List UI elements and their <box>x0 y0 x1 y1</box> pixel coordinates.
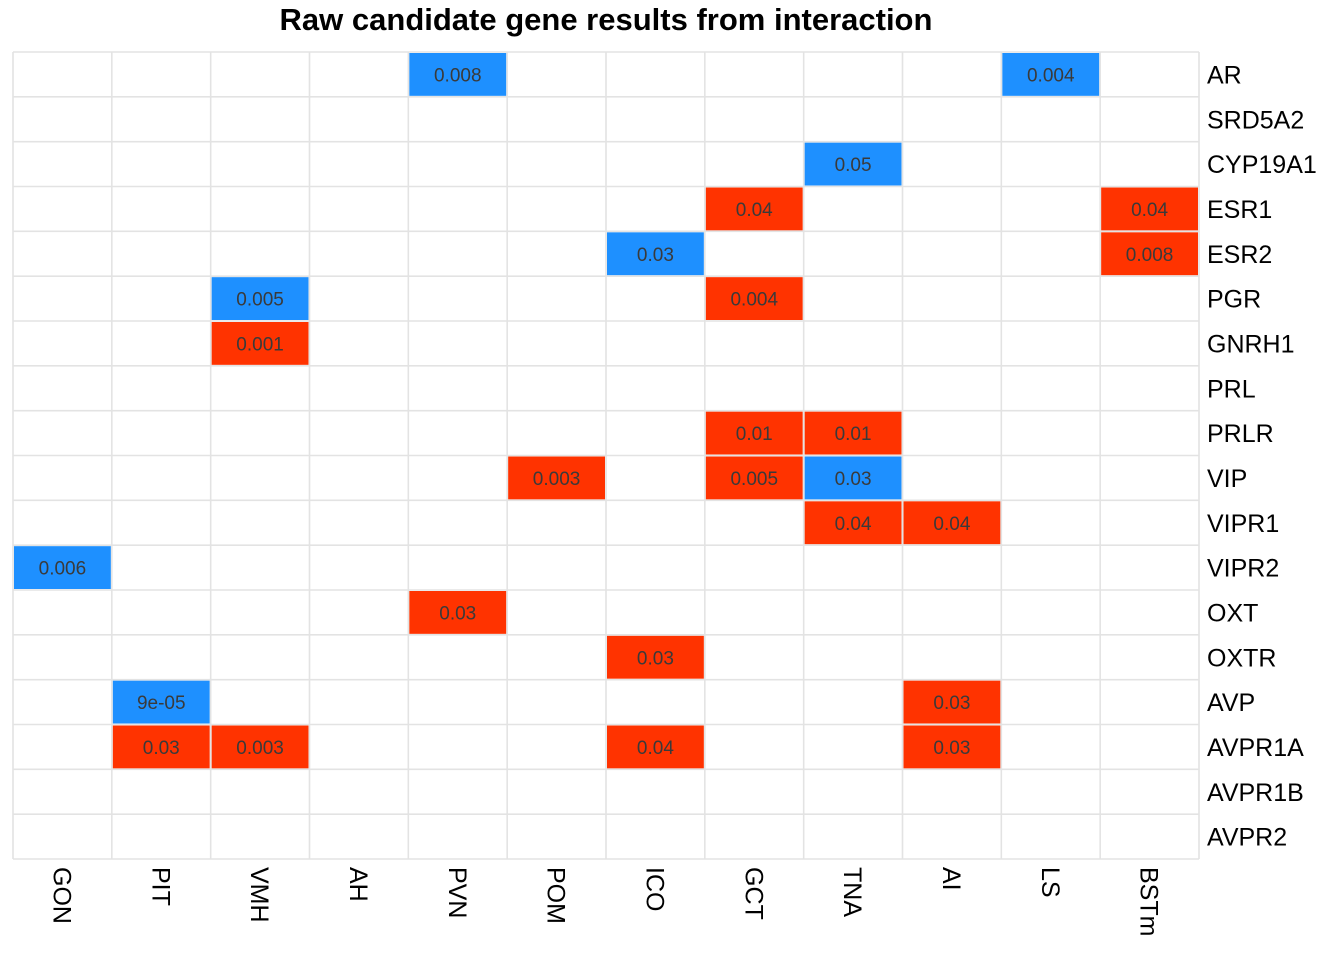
column-tick-label: AH <box>344 867 372 902</box>
cell-value-label: 0.03 <box>637 648 674 669</box>
cell-value-label: 9e-05 <box>137 693 186 714</box>
column-tick-label: VMH <box>245 867 273 923</box>
cell-value-label: 0.008 <box>1126 245 1174 266</box>
row-tick-label: PGR <box>1207 286 1261 314</box>
cell-value-label: 0.04 <box>637 738 674 759</box>
row-tick-label: GNRH1 <box>1207 330 1295 358</box>
row-tick-label: AVP <box>1207 689 1255 717</box>
row-tick-label: AVPR2 <box>1207 824 1287 852</box>
column-tick-label: AI <box>937 867 965 891</box>
row-tick-label: ESR1 <box>1207 196 1272 224</box>
cell-value-label: 0.03 <box>835 469 872 490</box>
heatmap-cell <box>211 725 309 769</box>
heatmap-cell <box>705 456 803 500</box>
row-tick-label: ESR2 <box>1207 241 1272 269</box>
cell-value-label: 0.006 <box>39 559 87 580</box>
heatmap-cell <box>607 635 704 679</box>
row-tick-label: AVPR1B <box>1207 779 1304 807</box>
row-tick-labels: AR SRD5A2 CYP19A1 ESR1 ESR2 PGR GNRH1 PRL PRLR VI… <box>1207 61 1317 851</box>
heatmap-cell <box>705 277 803 320</box>
column-tick-label: GCT <box>739 867 767 920</box>
cell-value-label: 0.003 <box>236 738 284 759</box>
cell-value-label: 0.04 <box>736 200 773 221</box>
cell-value-label: 0.001 <box>236 334 284 355</box>
heatmap-cell <box>1101 232 1198 276</box>
row-tick-label: CYP19A1 <box>1207 151 1317 179</box>
row-tick-label: PRL <box>1207 375 1256 403</box>
heatmap-cell <box>1101 187 1198 231</box>
cell-value-label: 0.008 <box>434 65 482 86</box>
heatmap-cell <box>508 456 605 500</box>
cell-value-label: 0.03 <box>439 603 476 624</box>
cell-value-label: 0.03 <box>143 738 180 759</box>
cell-value-label: 0.04 <box>1131 200 1168 221</box>
cell-value-label: 0.004 <box>730 290 778 311</box>
heatmap-cell <box>903 680 1001 724</box>
row-tick-label: VIPR1 <box>1207 510 1279 538</box>
cell-value-label: 0.01 <box>835 424 872 445</box>
row-tick-label: OXT <box>1207 599 1258 627</box>
row-tick-label: OXTR <box>1207 644 1276 672</box>
column-tick-labels: GON PIT VMH AH PVN POM ICO GCT TNA AI LS BSTm <box>47 867 1162 936</box>
column-tick-label: PVN <box>443 867 471 918</box>
heatmap-cell <box>112 725 210 769</box>
heatmap-cell <box>607 725 704 769</box>
column-tick-label: TNA <box>838 867 866 917</box>
column-tick-label: ICO <box>640 867 668 911</box>
heatmap-cell <box>1002 53 1100 96</box>
cell-layer: 0.008 0.004 0.05 0.04 0.04 0.03 0.008 0.005 0.00… <box>14 53 1198 769</box>
heatmap-cell <box>112 680 210 724</box>
grid-layer <box>12 51 1200 860</box>
heatmap-cell <box>903 501 1001 545</box>
column-tick-label: PIT <box>146 867 174 906</box>
row-tick-label: VIP <box>1207 465 1247 493</box>
row-tick-label: SRD5A2 <box>1207 106 1304 134</box>
cell-value-label: 0.03 <box>637 245 674 266</box>
cell-value-label: 0.005 <box>730 469 778 490</box>
heatmap-cell <box>211 277 309 320</box>
cell-value-label: 0.04 <box>933 514 970 535</box>
column-tick-label: POM <box>542 867 570 924</box>
heatmap-cell <box>705 187 803 231</box>
row-tick-label: PRLR <box>1207 420 1274 448</box>
heatmap-cell <box>804 456 902 500</box>
cell-value-label: 0.05 <box>835 155 872 176</box>
heatmap-cell <box>705 411 803 455</box>
heatmap-cell <box>804 501 902 545</box>
row-tick-label: AR <box>1207 61 1242 89</box>
heatmap-cell <box>14 546 111 589</box>
cell-value-label: 0.005 <box>236 290 284 311</box>
column-tick-label: GON <box>47 867 75 924</box>
heatmap-cell <box>903 725 1001 769</box>
heatmap-cell <box>409 53 507 96</box>
cell-value-label: 0.004 <box>1027 65 1075 86</box>
row-tick-label: AVPR1A <box>1207 734 1304 762</box>
heatmap-cell <box>409 591 507 634</box>
column-tick-label: LS <box>1036 867 1064 898</box>
row-tick-label: VIPR2 <box>1207 555 1279 583</box>
heatmap-cell <box>211 322 309 365</box>
chart-title: Raw candidate gene results from interact… <box>279 2 933 37</box>
cell-value-label: 0.03 <box>933 693 970 714</box>
column-tick-label: BSTm <box>1135 867 1163 936</box>
cell-value-label: 0.003 <box>533 469 581 490</box>
heatmap-cell <box>804 142 902 186</box>
heatmap-cell <box>804 411 902 455</box>
cell-value-label: 0.04 <box>835 514 872 535</box>
cell-value-label: 0.03 <box>933 738 970 759</box>
cell-value-label: 0.01 <box>736 424 773 445</box>
heatmap-cell <box>607 232 704 276</box>
